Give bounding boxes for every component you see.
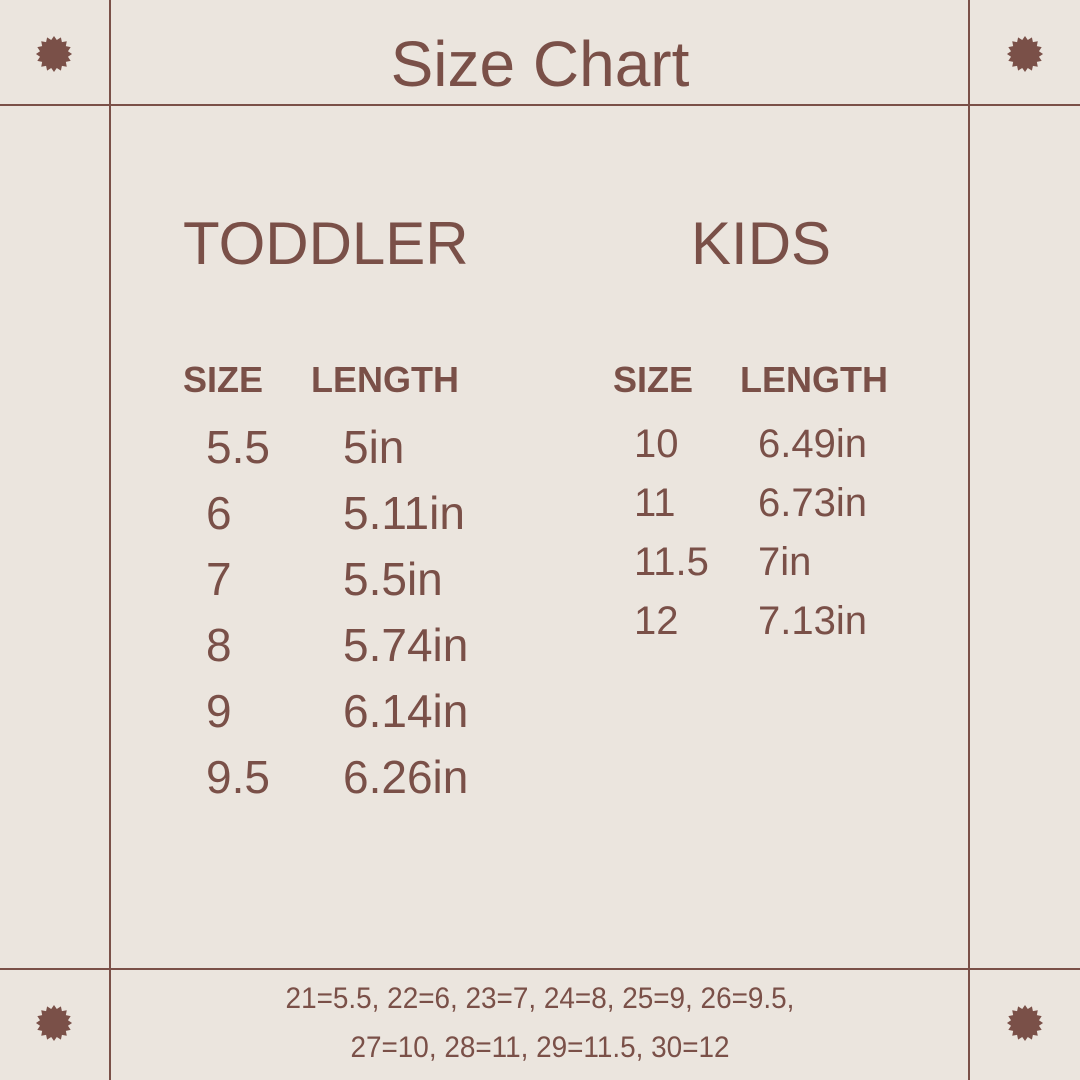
size-cell: 11 [634,481,676,525]
size-cell: 10 [634,422,679,466]
starburst-icon [35,35,73,73]
size-conversion-line-2: 27=10, 28=11, 29=11.5, 30=12 [350,1031,730,1064]
length-cell: 5.11in [343,487,465,539]
length-cell: 5.5in [343,553,443,605]
toddler-length-header: LENGTH [311,359,459,400]
length-cell: 5.74in [343,619,469,671]
size-cell: 5.5 [206,421,270,473]
kids-heading: KIDS [691,210,832,277]
length-cell: 7in [758,540,812,584]
starburst-icon [1006,1004,1044,1042]
length-cell: 6.26in [343,751,469,803]
length-cell: 6.73in [758,481,867,525]
size-cell: 11.5 [634,540,709,584]
length-cell: 5in [343,421,405,473]
size-cell: 7 [206,553,232,605]
kids-size-header: SIZE [613,359,694,400]
toddler-size-header: SIZE [183,359,264,400]
starburst-icon [1006,35,1044,73]
kids-length-header: LENGTH [740,359,888,400]
size-cell: 9.5 [206,751,270,803]
frame-line-bottom [0,968,1080,970]
frame-line-top [0,104,1080,106]
starburst-icon [35,1004,73,1042]
size-cell: 6 [206,487,232,539]
size-cell: 9 [206,685,232,737]
length-cell: 7.13in [758,599,867,643]
frame-line-right [968,0,970,1080]
size-conversion-line-1: 21=5.5, 22=6, 23=7, 24=8, 25=9, 26=9.5, [285,982,795,1015]
length-cell: 6.14in [343,685,469,737]
size-cell: 8 [206,619,232,671]
length-cell: 6.49in [758,422,867,466]
size-cell: 12 [634,599,679,643]
toddler-heading: TODDLER [183,210,469,277]
frame-line-left [109,0,111,1080]
page-title: Size Chart [390,28,690,100]
